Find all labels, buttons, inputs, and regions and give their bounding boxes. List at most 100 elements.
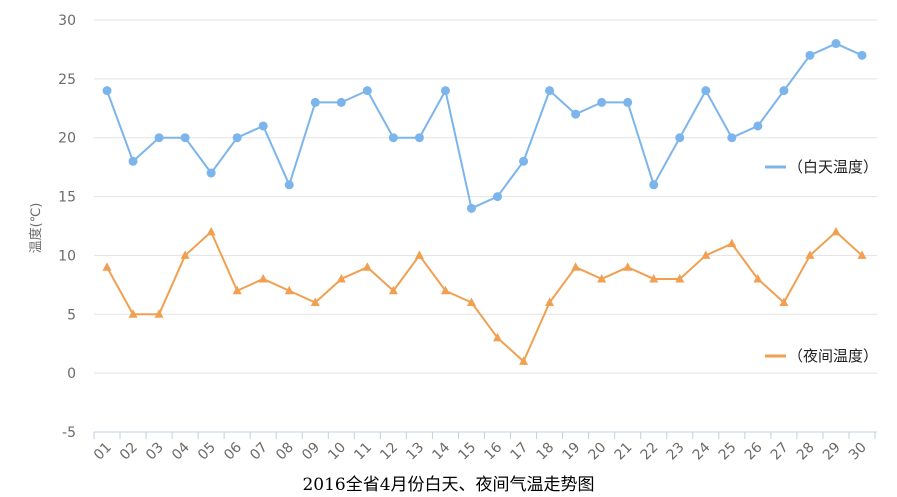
- x-tick-label: 30: [846, 440, 870, 464]
- data-point: [232, 285, 242, 295]
- legend-label: （白天温度）: [788, 158, 878, 176]
- data-point: [414, 133, 424, 143]
- data-point: [831, 39, 841, 49]
- x-tick-label: 13: [403, 440, 427, 464]
- data-point: [805, 250, 815, 259]
- data-point: [727, 238, 737, 248]
- y-tick-label: 10: [58, 248, 76, 264]
- x-tick-label: 29: [820, 440, 844, 464]
- x-tick-label: 16: [481, 439, 505, 463]
- data-point: [493, 192, 503, 202]
- data-point: [206, 168, 216, 178]
- data-point: [128, 156, 138, 166]
- x-tick-label: 07: [247, 440, 271, 464]
- data-point: [857, 250, 867, 259]
- x-tick-label: 02: [117, 440, 141, 464]
- data-point: [623, 97, 633, 107]
- x-tick-label: 25: [716, 440, 740, 464]
- x-tick-label: 17: [507, 440, 531, 464]
- data-point: [414, 250, 424, 259]
- data-point: [649, 273, 659, 283]
- data-point: [831, 226, 841, 236]
- data-point: [258, 273, 268, 283]
- data-point: [284, 180, 294, 190]
- x-tick-label: 05: [195, 440, 219, 464]
- data-point: [336, 273, 346, 283]
- data-point: [362, 86, 372, 96]
- x-tick-label: 04: [169, 439, 193, 463]
- y-tick-label: 5: [67, 307, 76, 323]
- data-point: [284, 285, 294, 295]
- y-tick-labels: -5 0 5 10 15 20 25 30: [58, 13, 76, 441]
- y-tick-label: 0: [67, 366, 76, 382]
- series-line-1: [106, 42, 863, 210]
- x-tick-label: 10: [325, 440, 349, 464]
- x-tick-label: 18: [533, 440, 557, 464]
- data-point: [310, 297, 320, 307]
- y-tick-label: 20: [58, 131, 76, 147]
- data-point: [388, 133, 398, 143]
- series-lines: [102, 39, 867, 365]
- x-tick-label: 09: [299, 440, 323, 464]
- data-point: [597, 97, 607, 107]
- data-point: [779, 297, 789, 307]
- data-point: [180, 133, 190, 143]
- x-tick-label: 19: [560, 440, 584, 464]
- y-axis-label: 温度(℃): [28, 203, 44, 254]
- grid-lines: [94, 19, 877, 374]
- data-point: [206, 226, 216, 236]
- data-point: [440, 86, 450, 96]
- y-tick-label: 25: [58, 72, 76, 88]
- series-line-2: [106, 230, 863, 363]
- x-tick-label: 14: [429, 439, 453, 463]
- x-tick-label: 20: [586, 440, 610, 464]
- x-tick-label: 01: [91, 440, 115, 464]
- x-tick-label: 11: [351, 440, 375, 464]
- data-point: [545, 297, 555, 307]
- x-tick-labels: 01 02 03 04 05 06 07 08 09 10 11 12 13 14 15 16 17 18 19 20…: [91, 439, 870, 463]
- data-point: [388, 285, 398, 295]
- data-point: [701, 250, 711, 259]
- data-point: [857, 50, 867, 60]
- data-point: [597, 273, 607, 283]
- data-point: [310, 97, 320, 107]
- data-point: [102, 262, 112, 271]
- data-point: [805, 50, 815, 60]
- data-point: [571, 262, 581, 271]
- data-point: [753, 273, 763, 283]
- x-tick-label: 06: [221, 439, 245, 463]
- data-point: [466, 203, 476, 213]
- data-point: [779, 86, 789, 96]
- data-point: [545, 86, 555, 96]
- y-tick-label: 15: [58, 190, 76, 206]
- data-point: [232, 133, 242, 143]
- data-point: [258, 121, 268, 131]
- data-point: [440, 285, 450, 295]
- x-tick-label: 15: [455, 440, 479, 464]
- x-tick-label: 26: [742, 439, 766, 463]
- data-point: [649, 180, 659, 190]
- x-tick-label: 12: [377, 440, 401, 464]
- data-point: [727, 133, 737, 143]
- x-tick-label: 22: [638, 440, 662, 464]
- data-point: [128, 309, 138, 318]
- data-point: [493, 332, 503, 342]
- x-tick-label: 23: [664, 440, 688, 464]
- x-tick-label: 21: [612, 440, 636, 464]
- x-axis: [93, 431, 877, 439]
- y-tick-label: -5: [62, 425, 76, 441]
- chart-title: 2016全省4月份白天、夜间气温走势图: [302, 475, 595, 495]
- data-point: [336, 97, 346, 107]
- data-point: [571, 109, 581, 119]
- x-tick-label: 24: [690, 439, 714, 463]
- data-point: [519, 156, 529, 166]
- x-tick-label: 03: [143, 440, 167, 464]
- y-tick-label: 30: [58, 13, 76, 29]
- data-point: [753, 121, 763, 131]
- legend: （白天温度） （夜间温度）: [765, 158, 878, 365]
- data-point: [466, 297, 476, 307]
- data-point: [675, 273, 685, 283]
- data-point: [519, 356, 529, 365]
- data-point: [675, 133, 685, 143]
